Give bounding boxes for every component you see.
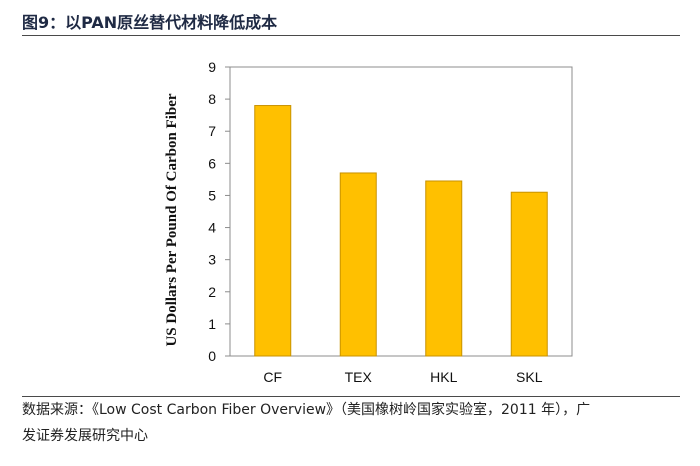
y-tick-label: 6 (208, 155, 216, 171)
y-tick-label: 3 (208, 252, 216, 268)
x-tick-label: SKL (516, 369, 543, 385)
y-tick-label: 7 (208, 123, 216, 139)
bar-tex (339, 172, 377, 357)
y-tick-label: 9 (208, 59, 216, 75)
y-tick-label: 0 (208, 348, 216, 364)
y-tick-label: 8 (208, 91, 216, 107)
x-axis: CF TEX HKL SKL (263, 369, 542, 385)
bar-cf (254, 105, 292, 357)
bar-skl (510, 191, 548, 357)
title-divider (22, 35, 680, 36)
y-tick-label: 2 (208, 284, 216, 300)
y-axis-label: US Dollars Per Pound Of Carbon Fiber (164, 93, 180, 346)
figure-title: 图9：以PAN原丝替代材料降低成本 (22, 13, 278, 32)
y-tick-label: 4 (208, 220, 216, 236)
y-axis: 0 1 2 3 4 5 6 7 8 9 (208, 59, 230, 364)
x-tick-label: CF (263, 369, 282, 385)
source-divider (22, 396, 680, 397)
source-line-2: 发证券发展研究中心 (22, 428, 148, 444)
source-line-1: 数据来源：《Low Cost Carbon Fiber Overview》（美国… (22, 401, 682, 419)
source-prefix: 数据来源： (22, 402, 92, 418)
x-tick-label: TEX (345, 369, 373, 385)
bar-chart: 0 1 2 3 4 5 6 7 8 9 CF TEX HKL SKL US Dollars Per Po… (164, 59, 573, 385)
bar-hkl (425, 180, 463, 357)
bar-series (254, 105, 548, 357)
source-citation: 《Low Cost Carbon Fiber Overview》（美国橡树岭国家… (92, 402, 591, 418)
y-tick-label: 5 (208, 187, 216, 203)
y-tick-label: 1 (208, 316, 216, 332)
x-tick-label: HKL (430, 369, 457, 385)
